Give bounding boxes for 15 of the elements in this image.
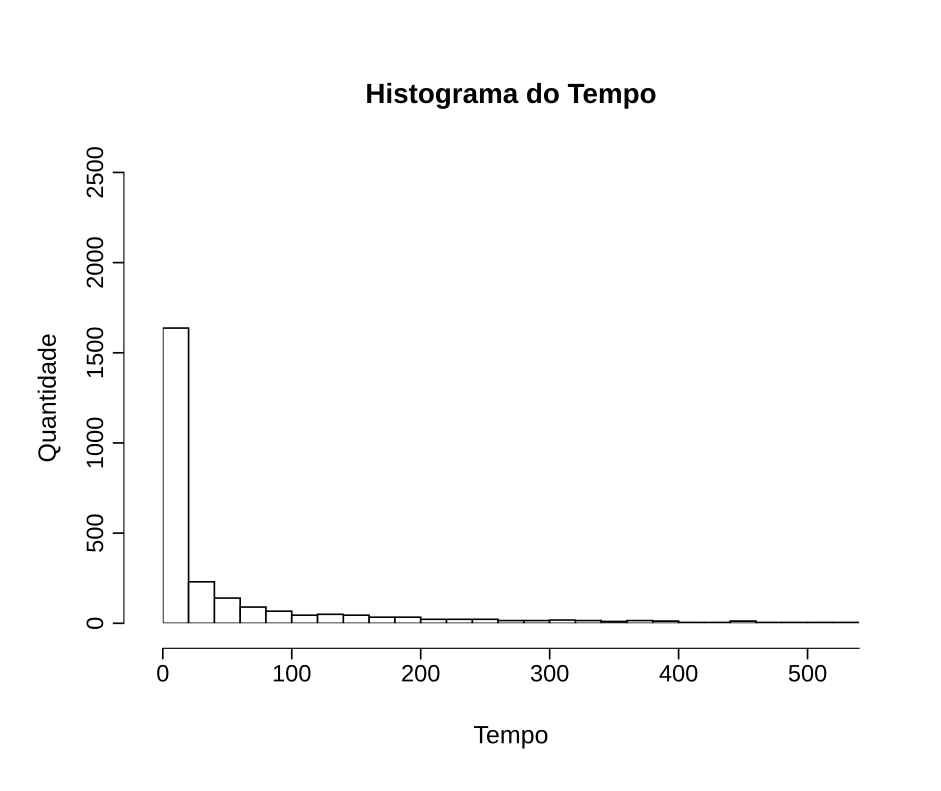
y-tick-label: 1500: [86, 327, 104, 378]
x-tick-label: 500: [788, 664, 826, 682]
y-tick-label: 500: [86, 514, 104, 552]
y-tick-label: 2000: [86, 237, 104, 288]
x-tick-label: 0: [157, 664, 168, 682]
y-tick-label: 0: [86, 618, 104, 629]
x-axis-title: Tempo: [474, 726, 548, 748]
y-axis-title: Quantidade: [38, 334, 60, 462]
x-tick-label: 200: [402, 664, 440, 682]
y-tick-label: 2500: [86, 147, 104, 198]
x-tick-label: 100: [274, 664, 311, 682]
y-tick-label: 1000: [86, 418, 104, 468]
chart-title: Histograma do Tempo: [367, 82, 656, 109]
x-tick-label: 400: [659, 664, 698, 682]
x-tick-label: 300: [530, 664, 568, 682]
